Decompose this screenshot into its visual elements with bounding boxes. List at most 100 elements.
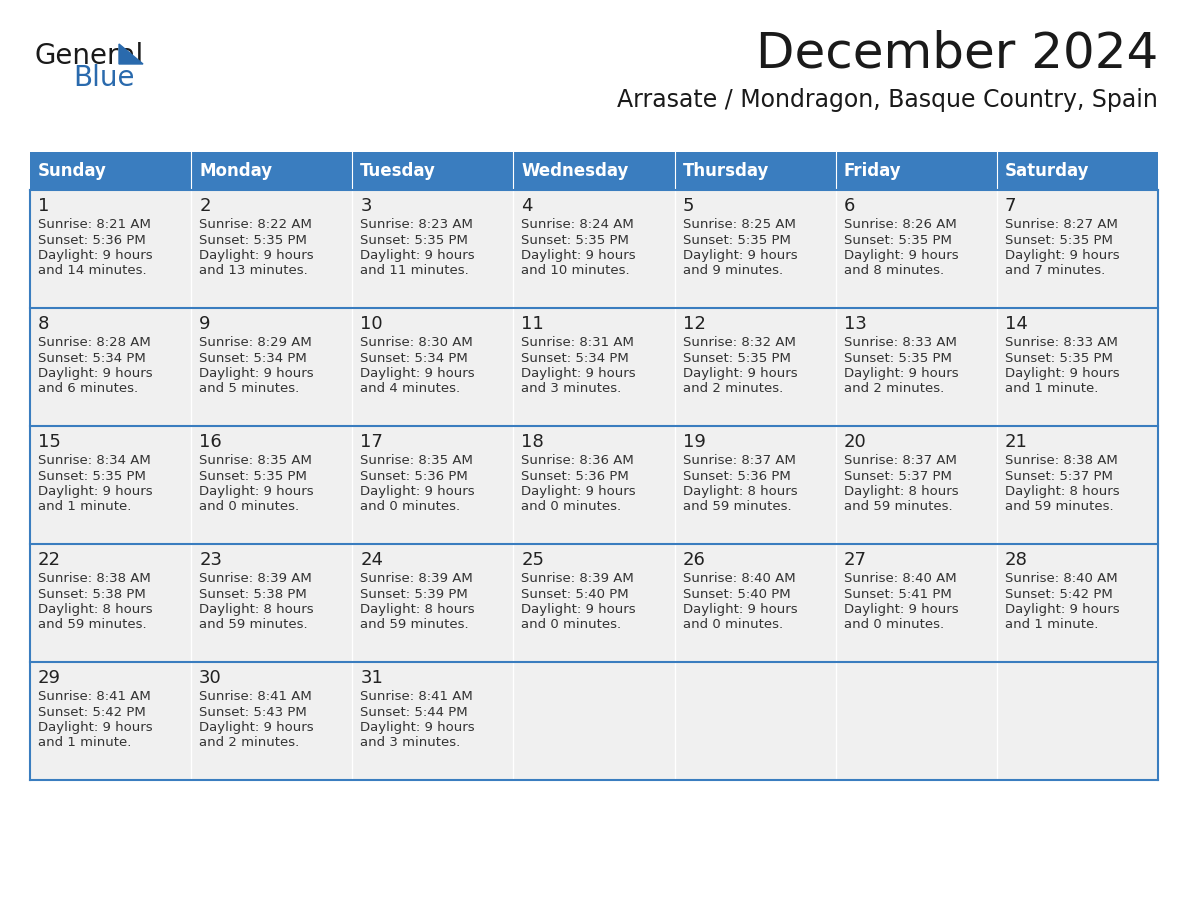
Text: 25: 25	[522, 551, 544, 569]
Text: 9: 9	[200, 315, 210, 333]
Bar	[513, 662, 675, 780]
Text: Daylight: 9 hours: Daylight: 9 hours	[843, 249, 959, 262]
Text: Daylight: 8 hours: Daylight: 8 hours	[1005, 485, 1119, 498]
Text: Sunrise: 8:39 AM: Sunrise: 8:39 AM	[360, 572, 473, 585]
Bar	[997, 426, 1158, 544]
Text: Sunset: 5:35 PM: Sunset: 5:35 PM	[683, 233, 790, 247]
Text: 1: 1	[38, 197, 50, 215]
Text: Sunrise: 8:38 AM: Sunrise: 8:38 AM	[1005, 454, 1118, 467]
Text: and 13 minutes.: and 13 minutes.	[200, 264, 308, 277]
Bar	[997, 544, 1158, 662]
Text: and 4 minutes.: and 4 minutes.	[360, 383, 461, 396]
Text: Sunrise: 8:40 AM: Sunrise: 8:40 AM	[1005, 572, 1118, 585]
Text: 29: 29	[38, 669, 61, 687]
Text: 7: 7	[1005, 197, 1017, 215]
Text: Saturday: Saturday	[1005, 162, 1089, 180]
Text: and 59 minutes.: and 59 minutes.	[200, 619, 308, 632]
Text: 4: 4	[522, 197, 533, 215]
Text: 11: 11	[522, 315, 544, 333]
Text: Sunrise: 8:37 AM: Sunrise: 8:37 AM	[843, 454, 956, 467]
Text: Sunrise: 8:25 AM: Sunrise: 8:25 AM	[683, 218, 796, 231]
Text: Sunrise: 8:32 AM: Sunrise: 8:32 AM	[683, 336, 796, 349]
Text: and 0 minutes.: and 0 minutes.	[360, 500, 461, 513]
Text: 24: 24	[360, 551, 384, 569]
Text: Sunset: 5:35 PM: Sunset: 5:35 PM	[38, 469, 146, 483]
Bar	[353, 544, 513, 662]
Text: Daylight: 8 hours: Daylight: 8 hours	[200, 603, 314, 616]
Text: Daylight: 8 hours: Daylight: 8 hours	[38, 603, 152, 616]
Text: Sunset: 5:36 PM: Sunset: 5:36 PM	[522, 469, 630, 483]
Text: 28: 28	[1005, 551, 1028, 569]
Text: Daylight: 9 hours: Daylight: 9 hours	[38, 367, 152, 380]
Bar	[30, 426, 191, 544]
Text: and 59 minutes.: and 59 minutes.	[683, 500, 791, 513]
Text: Daylight: 9 hours: Daylight: 9 hours	[843, 603, 959, 616]
Text: Daylight: 9 hours: Daylight: 9 hours	[522, 367, 636, 380]
Text: Daylight: 9 hours: Daylight: 9 hours	[360, 721, 475, 734]
Bar	[997, 190, 1158, 308]
Bar	[675, 544, 835, 662]
Text: and 6 minutes.: and 6 minutes.	[38, 383, 138, 396]
Text: Sunrise: 8:38 AM: Sunrise: 8:38 AM	[38, 572, 151, 585]
Text: December 2024: December 2024	[756, 30, 1158, 78]
Bar	[30, 662, 191, 780]
Text: Wednesday: Wednesday	[522, 162, 628, 180]
Text: 17: 17	[360, 433, 384, 451]
Bar	[191, 308, 353, 426]
Text: Friday: Friday	[843, 162, 902, 180]
Text: Sunrise: 8:41 AM: Sunrise: 8:41 AM	[38, 690, 151, 703]
Text: Daylight: 9 hours: Daylight: 9 hours	[683, 603, 797, 616]
Text: Daylight: 9 hours: Daylight: 9 hours	[522, 603, 636, 616]
Text: and 5 minutes.: and 5 minutes.	[200, 383, 299, 396]
Text: Daylight: 9 hours: Daylight: 9 hours	[683, 249, 797, 262]
Text: Sunset: 5:35 PM: Sunset: 5:35 PM	[1005, 233, 1113, 247]
Bar	[675, 308, 835, 426]
Text: Sunset: 5:38 PM: Sunset: 5:38 PM	[38, 588, 146, 600]
Text: Sunrise: 8:37 AM: Sunrise: 8:37 AM	[683, 454, 796, 467]
Bar	[353, 308, 513, 426]
Text: 8: 8	[38, 315, 50, 333]
Bar	[513, 544, 675, 662]
Text: 3: 3	[360, 197, 372, 215]
Bar	[513, 152, 675, 190]
Text: Daylight: 9 hours: Daylight: 9 hours	[1005, 603, 1119, 616]
Text: Sunrise: 8:28 AM: Sunrise: 8:28 AM	[38, 336, 151, 349]
Text: and 59 minutes.: and 59 minutes.	[843, 500, 953, 513]
Text: 22: 22	[38, 551, 61, 569]
Text: and 10 minutes.: and 10 minutes.	[522, 264, 630, 277]
Text: Sunset: 5:35 PM: Sunset: 5:35 PM	[360, 233, 468, 247]
Text: and 1 minute.: and 1 minute.	[1005, 383, 1098, 396]
Text: and 2 minutes.: and 2 minutes.	[683, 383, 783, 396]
Text: Sunset: 5:35 PM: Sunset: 5:35 PM	[200, 233, 307, 247]
Text: Daylight: 9 hours: Daylight: 9 hours	[38, 721, 152, 734]
Text: Sunrise: 8:27 AM: Sunrise: 8:27 AM	[1005, 218, 1118, 231]
Text: Sunrise: 8:29 AM: Sunrise: 8:29 AM	[200, 336, 312, 349]
Text: Sunday: Sunday	[38, 162, 107, 180]
Bar	[30, 308, 191, 426]
Text: 13: 13	[843, 315, 866, 333]
Text: and 0 minutes.: and 0 minutes.	[843, 619, 943, 632]
Text: Daylight: 8 hours: Daylight: 8 hours	[843, 485, 959, 498]
Bar	[835, 544, 997, 662]
Text: Sunrise: 8:40 AM: Sunrise: 8:40 AM	[683, 572, 795, 585]
Text: Daylight: 9 hours: Daylight: 9 hours	[1005, 367, 1119, 380]
Text: Daylight: 9 hours: Daylight: 9 hours	[200, 485, 314, 498]
Text: and 0 minutes.: and 0 minutes.	[522, 619, 621, 632]
Text: Sunrise: 8:24 AM: Sunrise: 8:24 AM	[522, 218, 634, 231]
Text: 16: 16	[200, 433, 222, 451]
Text: Sunrise: 8:23 AM: Sunrise: 8:23 AM	[360, 218, 473, 231]
Text: Sunset: 5:34 PM: Sunset: 5:34 PM	[200, 352, 307, 364]
Text: Sunrise: 8:40 AM: Sunrise: 8:40 AM	[843, 572, 956, 585]
Bar	[191, 544, 353, 662]
Text: Daylight: 9 hours: Daylight: 9 hours	[200, 721, 314, 734]
Text: Daylight: 8 hours: Daylight: 8 hours	[360, 603, 475, 616]
Text: and 7 minutes.: and 7 minutes.	[1005, 264, 1105, 277]
Text: Sunset: 5:40 PM: Sunset: 5:40 PM	[522, 588, 630, 600]
Bar	[353, 152, 513, 190]
Text: and 59 minutes.: and 59 minutes.	[360, 619, 469, 632]
Text: Daylight: 9 hours: Daylight: 9 hours	[38, 249, 152, 262]
Text: Sunset: 5:36 PM: Sunset: 5:36 PM	[683, 469, 790, 483]
Text: Sunset: 5:35 PM: Sunset: 5:35 PM	[200, 469, 307, 483]
Text: Daylight: 9 hours: Daylight: 9 hours	[683, 367, 797, 380]
Text: Daylight: 9 hours: Daylight: 9 hours	[522, 485, 636, 498]
